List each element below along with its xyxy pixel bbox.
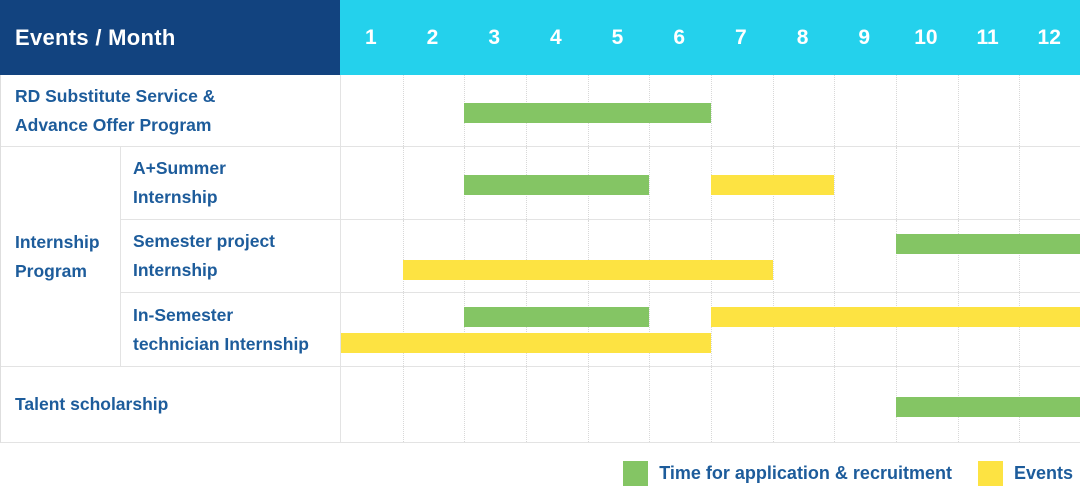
month-gridline [834, 220, 836, 292]
legend-swatch-green [623, 460, 649, 486]
month-label-8: 8 [796, 25, 809, 49]
gantt-body: RD Substitute Service & Advance Offer Pr… [0, 75, 1080, 443]
gantt-bar-recruitment [464, 102, 711, 123]
row-label-in-semester-technician: In-Semester technician Internship [121, 293, 341, 367]
month-label-11: 11 [976, 25, 999, 49]
gantt-bar-recruitment [896, 234, 1080, 254]
month-label-1: 1 [364, 25, 377, 49]
chart-title: Events / Month [15, 24, 176, 50]
month-gridline [772, 75, 774, 146]
month-gridline [526, 293, 527, 366]
month-header: 1 2 3 4 5 6 7 8 9 10 11 12 [340, 0, 1080, 75]
month-gridline [1019, 75, 1021, 146]
row-label-line: Internship [133, 187, 218, 207]
gantt-bar-events [711, 175, 835, 195]
month-gridline [834, 147, 836, 219]
chart-row-in-semester-technician [341, 293, 1080, 367]
month-gridline [526, 367, 527, 442]
month-gridline [402, 293, 404, 366]
month-label-9: 9 [858, 25, 871, 49]
month-label-7: 7 [735, 25, 747, 49]
month-gridline [1019, 220, 1021, 292]
month-gridline [402, 367, 404, 442]
month-gridline [402, 75, 404, 146]
month-label-10: 10 [914, 25, 938, 49]
gantt-bar-events [711, 307, 1080, 327]
month-gridline [464, 220, 466, 292]
group-label-line: Internship [15, 231, 100, 252]
legend-label-recruitment: Time for application & recruitment [659, 462, 952, 483]
month-gridline [711, 220, 712, 292]
month-gridline [402, 220, 404, 292]
legend-item-events: Events [977, 460, 1073, 486]
month-label-4: 4 [550, 25, 562, 49]
month-gridline [896, 293, 897, 366]
month-gridline [711, 293, 712, 366]
month-gridline [649, 293, 651, 366]
month-gridline [957, 75, 959, 146]
gantt-bar-recruitment [464, 307, 650, 327]
row-label-line: In-Semester [133, 304, 234, 325]
group-label-internship-program: Internship Program [1, 147, 121, 367]
month-gridline [772, 367, 774, 442]
month-label-5: 5 [611, 25, 624, 49]
row-label-line: A+Summer [133, 158, 226, 178]
gantt-bar-recruitment [896, 396, 1080, 417]
row-label-line: Internship [133, 260, 218, 280]
month-gridline [896, 147, 897, 219]
row-label-rd-substitute: RD Substitute Service & Advance Offer Pr… [1, 75, 341, 147]
month-gridline [402, 147, 404, 219]
month-gridline [957, 220, 959, 292]
row-label-line: RD Substitute Service & [15, 85, 216, 106]
gantt-bar-recruitment [464, 175, 650, 195]
month-gridline [711, 75, 712, 146]
row-label-line: Advance Offer Program [15, 114, 212, 135]
month-gridline [834, 293, 836, 366]
row-label-a-plus-summer: A+Summer Internship [121, 147, 341, 220]
month-gridline [464, 367, 466, 442]
month-gridline [896, 220, 897, 292]
legend: Time for application & recruitment Event… [0, 443, 1080, 495]
row-label-line: Talent scholarship [15, 394, 169, 414]
month-gridline [896, 75, 897, 146]
row-label-line: Semester project [133, 231, 276, 251]
month-gridline [526, 220, 527, 292]
month-label-2: 2 [426, 25, 439, 49]
month-gridline [957, 293, 959, 366]
group-label-line: Program [15, 260, 87, 281]
chart-row-talent-scholarship [341, 367, 1080, 442]
gantt-bar-events [402, 260, 773, 280]
month-gridline [834, 367, 836, 442]
month-gridline [772, 220, 774, 292]
legend-swatch-yellow [977, 460, 1003, 486]
legend-label-events: Events [1013, 462, 1073, 483]
month-gridline [649, 147, 651, 219]
month-gridline [711, 367, 712, 442]
month-label-3: 3 [488, 25, 501, 49]
chart-row-semester-project [341, 220, 1080, 293]
row-label-line: technician Internship [133, 333, 309, 354]
month-label-6: 6 [673, 25, 686, 49]
row-label-talent-scholarship: Talent scholarship [1, 367, 341, 442]
header-row: Events / Month 1 2 3 4 5 6 7 8 9 10 11 12 [0, 0, 1080, 75]
month-gridline [649, 367, 651, 442]
header-title-cell: Events / Month [0, 0, 340, 75]
legend-item-recruitment: Time for application & recruitment [623, 460, 952, 486]
chart-row-rd-substitute [341, 75, 1080, 147]
month-gridline [587, 220, 589, 292]
month-gridline [834, 75, 836, 146]
row-label-semester-project: Semester project Internship [121, 220, 341, 293]
month-gridline [957, 147, 959, 219]
month-gridline [772, 293, 774, 366]
month-gridline [587, 293, 589, 366]
chart-row-a-plus-summer [341, 147, 1080, 220]
gantt-bar-events [341, 333, 711, 353]
month-gridline [1019, 293, 1021, 366]
month-gridline [587, 367, 589, 442]
month-gridline [649, 220, 651, 292]
month-label-12: 12 [1037, 25, 1061, 49]
month-gridline [1019, 147, 1021, 219]
month-gridline [464, 293, 466, 366]
